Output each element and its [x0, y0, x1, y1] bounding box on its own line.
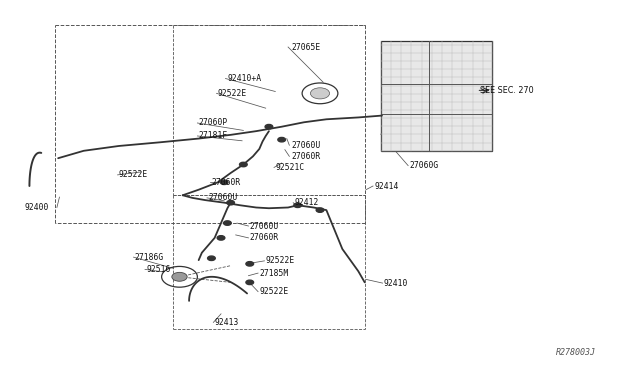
Text: 27065E: 27065E	[291, 42, 321, 51]
Text: 92516: 92516	[147, 265, 171, 274]
Text: 27060U: 27060U	[291, 141, 321, 150]
Text: 27060R: 27060R	[291, 152, 321, 161]
Circle shape	[220, 180, 228, 185]
Text: 27060R: 27060R	[211, 178, 241, 187]
Circle shape	[217, 235, 225, 240]
Text: 27060R: 27060R	[250, 233, 279, 243]
Text: 92412: 92412	[294, 198, 319, 207]
Text: 92413: 92413	[214, 318, 239, 327]
Circle shape	[223, 221, 231, 225]
Text: 92521C: 92521C	[275, 163, 305, 172]
Circle shape	[278, 137, 285, 142]
Text: 92400: 92400	[25, 203, 49, 212]
Text: 27060G: 27060G	[410, 161, 438, 170]
Text: 27060U: 27060U	[250, 221, 279, 231]
Text: 92414: 92414	[374, 182, 399, 190]
Text: 92410: 92410	[384, 279, 408, 288]
Circle shape	[227, 201, 234, 205]
Text: SEE SEC. 270: SEE SEC. 270	[479, 86, 533, 95]
Circle shape	[246, 280, 253, 285]
Text: 92522E: 92522E	[266, 256, 295, 265]
Circle shape	[239, 162, 247, 167]
Text: 27185M: 27185M	[259, 269, 289, 278]
FancyBboxPatch shape	[381, 41, 492, 151]
Text: 27060U: 27060U	[208, 193, 237, 202]
Circle shape	[316, 208, 324, 212]
Text: 27181F: 27181F	[198, 131, 228, 141]
Text: 27060P: 27060P	[198, 119, 228, 128]
Circle shape	[172, 272, 187, 281]
Circle shape	[246, 262, 253, 266]
Text: 92522E: 92522E	[259, 287, 289, 296]
Text: 27186G: 27186G	[135, 253, 164, 262]
Circle shape	[207, 256, 215, 260]
Circle shape	[294, 203, 301, 208]
Circle shape	[265, 125, 273, 129]
Circle shape	[310, 88, 330, 99]
Text: R278003J: R278003J	[556, 348, 596, 357]
Text: 92410+A: 92410+A	[227, 74, 262, 83]
Text: 92522E: 92522E	[119, 170, 148, 179]
Text: 92522E: 92522E	[218, 89, 247, 98]
